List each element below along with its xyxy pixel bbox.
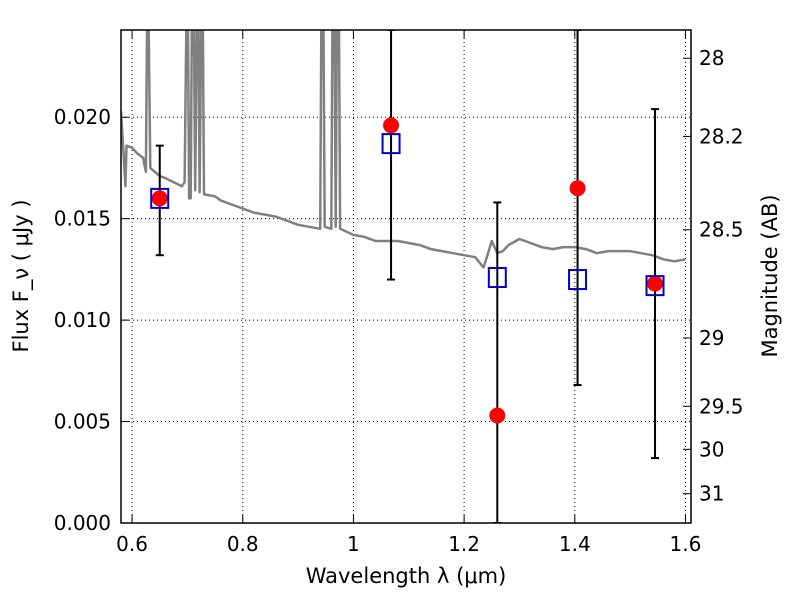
y-tick-label: 0.005 — [54, 410, 111, 434]
observed-flux-point — [569, 180, 586, 197]
y2-axis-label: Magnitude (AB) — [758, 194, 782, 357]
x-tick-label: 0.6 — [116, 532, 148, 556]
observed-flux-point — [383, 117, 400, 134]
x-tick-label: 1.2 — [448, 532, 480, 556]
observed-flux-point — [647, 275, 664, 292]
x-tick-label: 1.6 — [670, 532, 702, 556]
model-spectrum-line — [121, 30, 686, 269]
observed-flux-point — [489, 407, 506, 424]
model-flux-point — [381, 133, 401, 155]
y2-tick-label: 28.2 — [699, 124, 744, 148]
y2-tick-label: 29.5 — [699, 394, 744, 418]
plot-frame — [120, 29, 692, 524]
y2-tick-label: 28 — [699, 46, 724, 70]
model-flux-point — [150, 187, 170, 209]
x-tick-label: 0.8 — [227, 532, 259, 556]
x-tick-label: 1.4 — [559, 532, 591, 556]
grid-lines — [121, 30, 691, 524]
y-axis-label: Flux F_ν ( μJy ) — [9, 199, 34, 352]
model-flux-point — [645, 275, 665, 297]
y2-tick-label: 28.5 — [699, 218, 744, 242]
y-tick-label: 0.015 — [54, 207, 111, 231]
y2-tick-label: 29 — [699, 326, 724, 350]
y-tick-label: 0.000 — [54, 511, 111, 535]
x-tick-label: 1 — [347, 532, 360, 556]
x-axis-label: Wavelength λ (μm) — [306, 564, 507, 588]
y-tick-label: 0.020 — [54, 105, 111, 129]
observed-flux-point — [151, 190, 168, 207]
y-tick-label: 0.010 — [54, 308, 111, 332]
y2-tick-label: 31 — [699, 482, 724, 506]
plot-area — [121, 30, 686, 523]
model-flux-point — [487, 267, 507, 289]
model-flux-point — [568, 269, 588, 291]
axes: 0.6 0.8 1 1.2 1.4 1.6 0.000 0.005 0.010 0.015 0.02… — [54, 29, 744, 556]
y2-tick-label: 30 — [699, 437, 724, 461]
axis-labels: Wavelength λ (μm) Flux F_ν ( μJy ) Magni… — [9, 194, 782, 588]
